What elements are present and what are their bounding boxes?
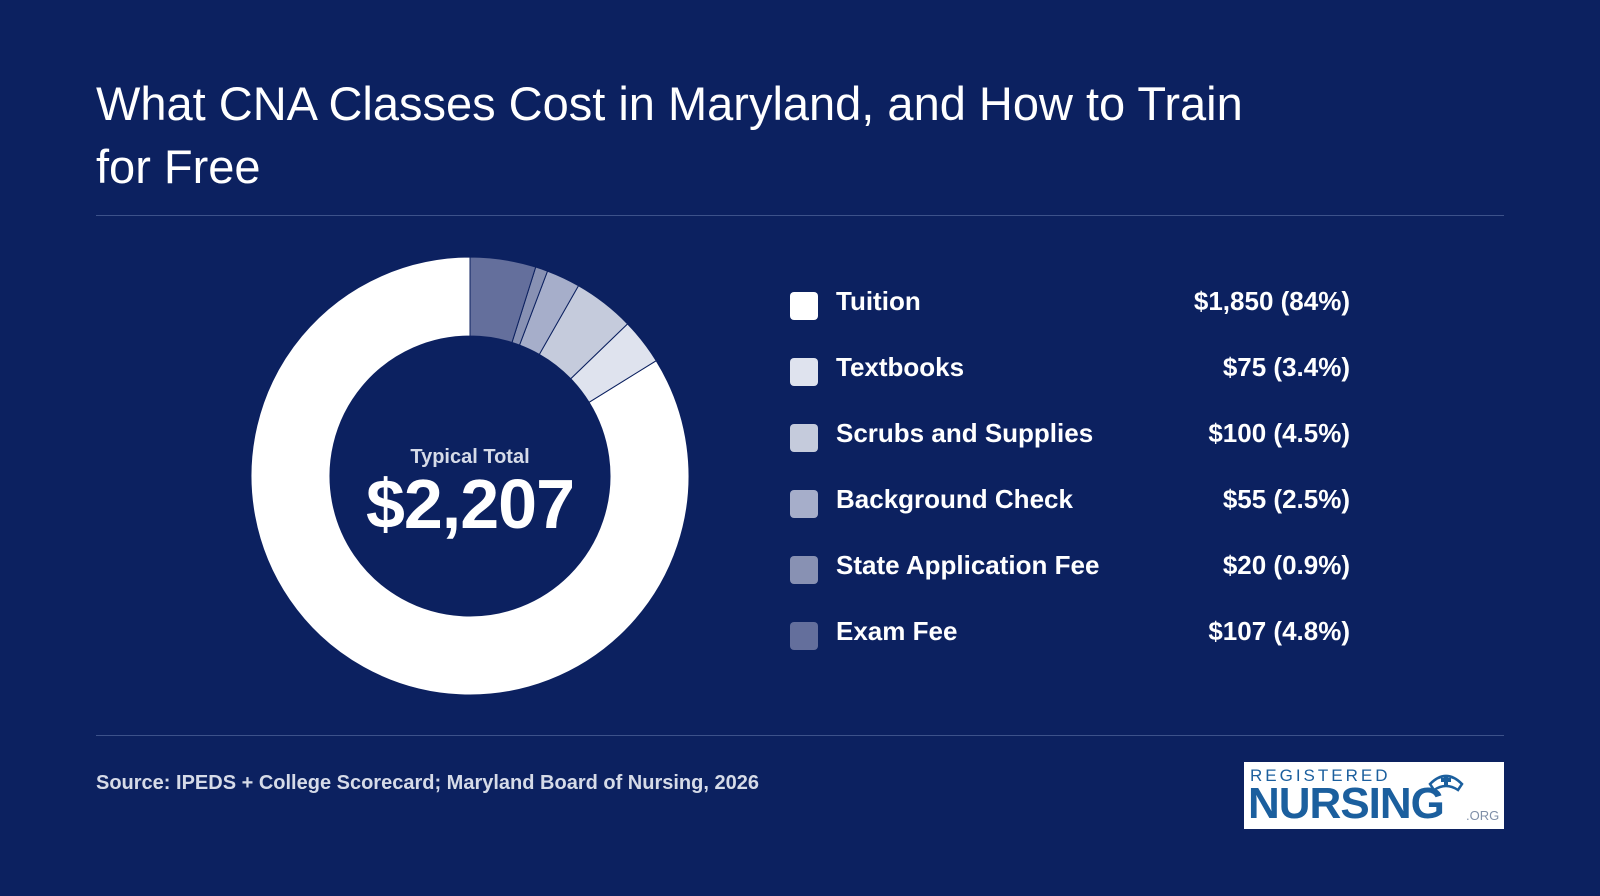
legend-value: $75 (3.4%) (1222, 352, 1350, 382)
legend-label: Scrubs and Supplies (836, 418, 1094, 448)
donut-svg (250, 256, 690, 696)
legend-swatch (790, 358, 818, 386)
legend-swatch (790, 292, 818, 320)
legend-item-tuition: Tuition $1,850 (84%) (790, 280, 1350, 346)
legend-label: State Application Fee (836, 550, 1100, 580)
top-divider (96, 215, 1504, 216)
legend-item-background-check: Background Check $55 (2.5%) (790, 478, 1350, 544)
donut-slice-exam-fee (469, 256, 537, 344)
legend-value: $100 (4.5%) (1208, 418, 1350, 448)
legend-label: Tuition (836, 286, 921, 316)
legend-item-textbooks: Textbooks $75 (3.4%) (790, 346, 1350, 412)
legend-value: $1,850 (84%) (1193, 286, 1350, 316)
logo-main-text: NURSING (1248, 779, 1445, 828)
legend-item-exam-fee: Exam Fee $107 (4.8%) (790, 610, 1350, 676)
legend-value: $107 (4.8%) (1208, 616, 1350, 646)
legend-label: Textbooks (836, 352, 965, 382)
legend-swatch (790, 556, 818, 584)
donut-slice-tuition (250, 256, 690, 696)
legend-label: Exam Fee (836, 616, 958, 646)
page-title: What CNA Classes Cost in Maryland, and H… (96, 77, 1243, 193)
legend-swatch (790, 490, 818, 518)
donut-center-total: $2,207 (365, 465, 575, 543)
legend-value: $20 (0.9%) (1222, 550, 1350, 580)
logo-top-text: REGISTERED (1250, 766, 1391, 785)
nurse-cap-icon (1428, 774, 1464, 792)
legend-value: $55 (2.5%) (1222, 484, 1350, 514)
legend-item-scrubs-and-supplies: Scrubs and Supplies $100 (4.5%) (790, 412, 1350, 478)
legend-swatch (790, 424, 818, 452)
legend-label: Background Check (836, 484, 1073, 514)
donut-center-label: Typical Total (410, 446, 530, 468)
bottom-divider (96, 735, 1504, 736)
legend-item-state-application-fee: State Application Fee $20 (0.9%) (790, 544, 1350, 610)
logo-suffix-text: .ORG (1466, 808, 1500, 823)
source-note: Source: IPEDS + College Scorecard; Maryl… (96, 772, 759, 794)
registered-nursing-logo: REGISTERED NURSING .ORG (1244, 762, 1504, 829)
chart-legend: Tuition $1,850 (84%) Textbooks $75 (3.4%) Sc… (790, 280, 1350, 676)
legend-swatch (790, 622, 818, 650)
donut-chart: Typical Total $2,207 (250, 256, 690, 696)
